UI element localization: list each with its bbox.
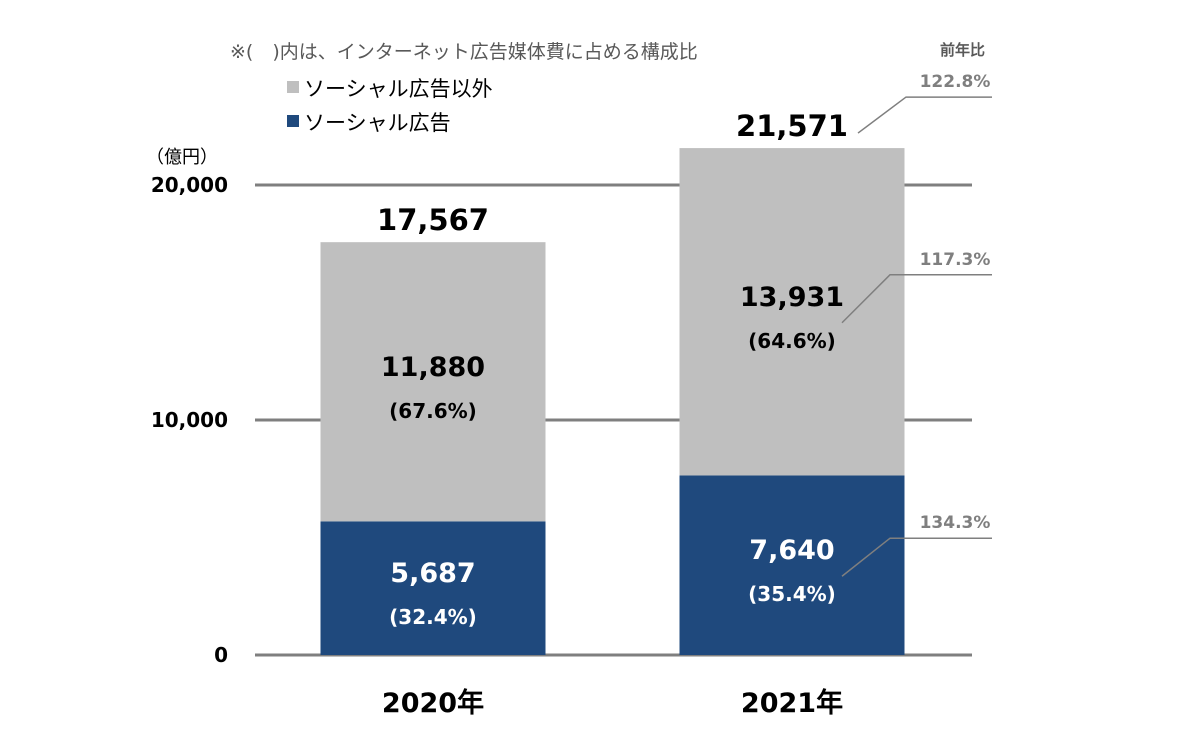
yoy-other-connector: [841, 274, 992, 324]
yoy-social-label: 134.3%: [920, 513, 991, 533]
yoy-social-connector: [841, 537, 992, 577]
data-labels: 5,687 (32.4%) 11,880 (67.6%) 17,567 7,640 (35.…: [377, 109, 848, 629]
legend-swatch-social: [287, 115, 299, 127]
legend-label-other: ソーシャル広告以外: [304, 77, 493, 101]
bar-segment-social: [679, 475, 905, 655]
legend-label-social: ソーシャル広告: [304, 111, 451, 135]
data-label-other-share: (64.6%): [748, 329, 836, 353]
yoy-annotations: 122.8% 117.3% 134.3%: [841, 72, 992, 577]
y-tick-label: 0: [214, 643, 228, 667]
data-label-social-value: 5,687: [390, 558, 475, 589]
data-label-other-share: (67.6%): [389, 399, 477, 423]
y-tick-label: 10,000: [151, 408, 228, 432]
data-label-other-value: 13,931: [740, 282, 844, 313]
y-tick-label: 20,000: [151, 173, 228, 197]
x-tick-label: 2021年: [741, 687, 843, 719]
y-axis-unit-label: （億円）: [146, 147, 218, 168]
data-label-other-value: 11,880: [381, 352, 485, 383]
bar-segment-other: [679, 148, 905, 476]
x-axis-ticks: 2020年 2021年: [382, 687, 843, 719]
yoy-total-label: 122.8%: [920, 72, 991, 92]
y-axis-ticks: 0 10,000 20,000: [151, 173, 228, 667]
data-label-social-value: 7,640: [749, 535, 834, 566]
yoy-total-connector: [857, 96, 992, 134]
x-tick-label: 2020年: [382, 687, 484, 719]
data-label-social-share: (32.4%): [389, 605, 477, 629]
composition-note: ※( )内は、インターネット広告媒体費に占める構成比: [230, 41, 698, 63]
bars: [320, 148, 905, 655]
legend: ソーシャル広告以外 ソーシャル広告: [287, 77, 493, 135]
bar-segment-social: [320, 521, 546, 655]
data-label-social-share: (35.4%): [748, 582, 836, 606]
yoy-header: 前年比: [940, 41, 985, 59]
legend-swatch-other: [287, 81, 299, 93]
yoy-other-label: 117.3%: [920, 250, 991, 270]
data-label-total: 21,571: [736, 109, 848, 143]
bar-segment-other: [320, 242, 546, 522]
data-label-total: 17,567: [377, 203, 489, 237]
